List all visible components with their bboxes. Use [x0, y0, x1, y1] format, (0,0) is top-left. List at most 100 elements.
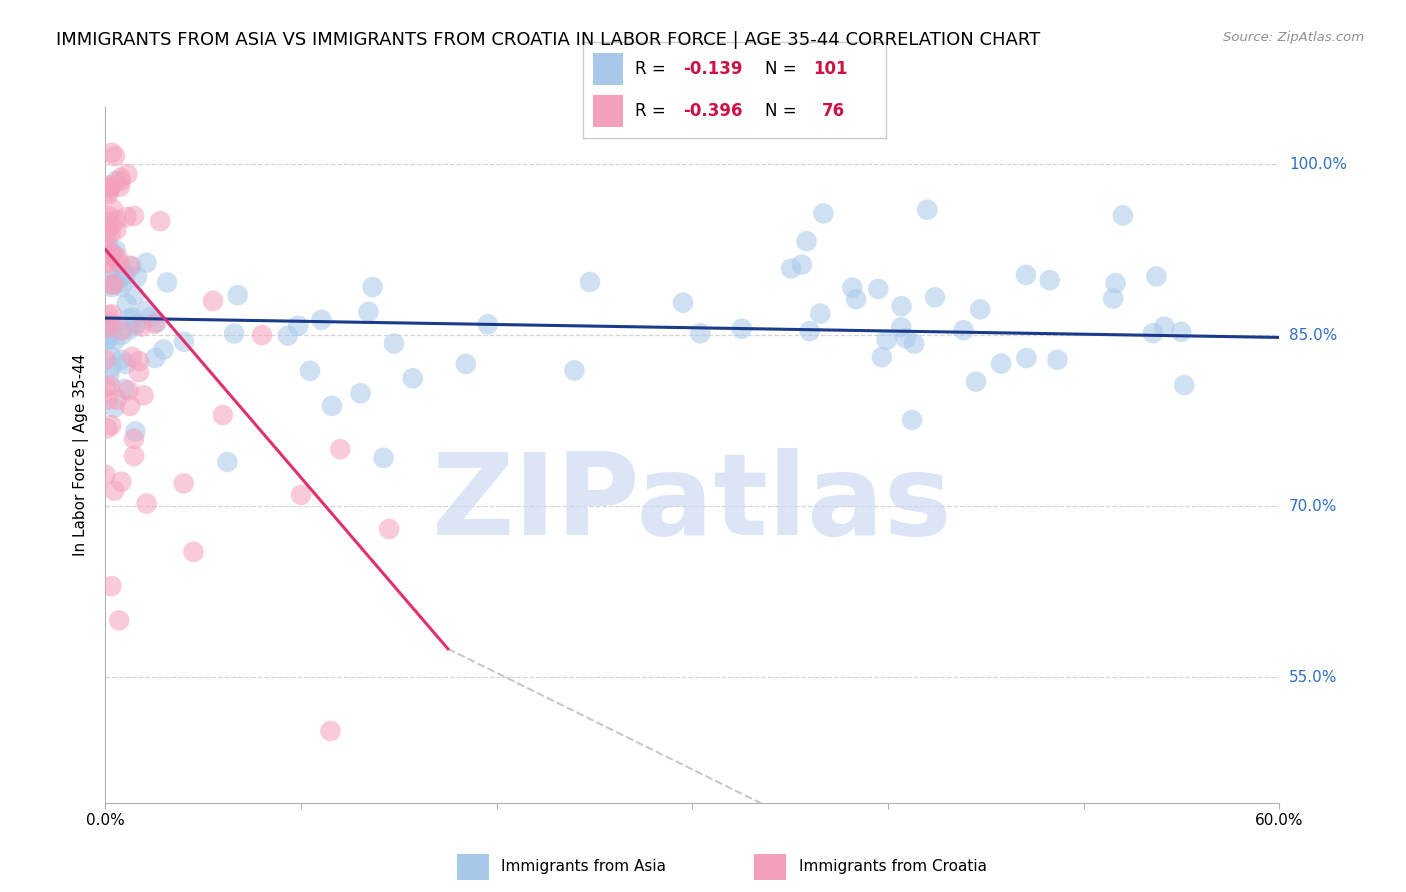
- Point: [100, 219, 122, 234]
- Point: [125, 317, 148, 331]
- Point: [111, 323, 134, 337]
- Point: [731, 322, 754, 336]
- Point: [94, 467, 117, 482]
- Point: [1173, 378, 1195, 392]
- Point: [122, 310, 145, 325]
- Point: [402, 371, 425, 385]
- Point: [98, 246, 121, 260]
- Point: [131, 319, 153, 334]
- Point: [1104, 276, 1126, 290]
- Point: [98, 250, 121, 264]
- Point: [97, 186, 120, 201]
- Point: [349, 386, 371, 401]
- Point: [952, 323, 974, 337]
- Point: [477, 318, 499, 332]
- Point: [111, 262, 134, 277]
- Point: [1015, 268, 1038, 282]
- Point: [101, 272, 124, 286]
- Point: [382, 336, 405, 351]
- Point: [96, 421, 118, 435]
- Text: Immigrants from Croatia: Immigrants from Croatia: [799, 859, 987, 873]
- Point: [104, 149, 127, 163]
- Point: [100, 579, 122, 593]
- Point: [311, 313, 333, 327]
- Point: [105, 273, 128, 287]
- Point: [112, 267, 135, 281]
- Point: [135, 496, 157, 510]
- Point: [100, 359, 122, 374]
- Point: [97, 331, 120, 345]
- Point: [890, 299, 912, 313]
- Point: [156, 276, 179, 290]
- Point: [924, 290, 946, 304]
- Point: [96, 333, 118, 347]
- Point: [1039, 273, 1062, 287]
- Point: [118, 322, 141, 336]
- Point: [121, 350, 143, 364]
- Point: [103, 318, 125, 333]
- Point: [125, 318, 148, 332]
- Point: [672, 295, 695, 310]
- Point: [780, 261, 803, 276]
- Text: -0.139: -0.139: [683, 60, 742, 78]
- Text: 76: 76: [823, 102, 845, 120]
- Point: [110, 279, 132, 293]
- Point: [108, 256, 131, 270]
- Point: [122, 209, 145, 223]
- Point: [97, 184, 120, 198]
- Point: [290, 488, 312, 502]
- Point: [98, 247, 121, 261]
- Point: [799, 324, 821, 338]
- Point: [141, 310, 163, 324]
- Point: [108, 613, 131, 627]
- Point: [149, 214, 172, 228]
- Point: [790, 258, 813, 272]
- Point: [94, 352, 117, 367]
- Point: [117, 384, 139, 398]
- Point: [105, 251, 128, 265]
- FancyBboxPatch shape: [592, 54, 623, 86]
- Point: [105, 392, 128, 407]
- Point: [969, 302, 991, 317]
- Point: [1170, 325, 1192, 339]
- Point: [1153, 319, 1175, 334]
- Point: [110, 174, 132, 188]
- Point: [1112, 208, 1135, 222]
- Point: [1102, 292, 1125, 306]
- Point: [319, 723, 342, 738]
- Point: [101, 145, 124, 160]
- Point: [299, 364, 322, 378]
- Text: R =: R =: [636, 102, 671, 120]
- Point: [226, 288, 249, 302]
- Point: [96, 257, 118, 271]
- Point: [96, 238, 118, 252]
- Point: [101, 246, 124, 260]
- Point: [104, 243, 127, 257]
- Point: [103, 401, 125, 415]
- Point: [128, 365, 150, 379]
- Point: [115, 210, 138, 224]
- Point: [125, 270, 148, 285]
- Point: [107, 276, 129, 290]
- Point: [1046, 352, 1069, 367]
- Point: [103, 277, 125, 292]
- Point: [101, 202, 124, 217]
- Point: [114, 382, 136, 396]
- Point: [98, 378, 121, 392]
- Point: [101, 307, 124, 321]
- Point: [97, 392, 120, 407]
- Point: [101, 280, 124, 294]
- Point: [1144, 269, 1167, 284]
- Point: [115, 297, 138, 311]
- Point: [143, 317, 166, 331]
- FancyBboxPatch shape: [592, 95, 623, 127]
- Point: [845, 292, 868, 306]
- Point: [98, 215, 121, 229]
- Point: [841, 281, 863, 295]
- Point: [579, 275, 602, 289]
- Point: [454, 357, 477, 371]
- Point: [813, 206, 835, 220]
- Point: [689, 326, 711, 341]
- Point: [105, 213, 128, 227]
- Text: IMMIGRANTS FROM ASIA VS IMMIGRANTS FROM CROATIA IN LABOR FORCE | AGE 35-44 CORRE: IMMIGRANTS FROM ASIA VS IMMIGRANTS FROM …: [56, 31, 1040, 49]
